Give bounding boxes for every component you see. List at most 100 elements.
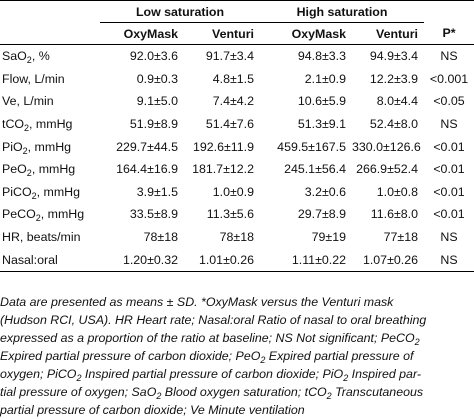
value-cell: 12.2±3.9 [369,71,418,86]
footnote-subscript: 2 [156,391,162,401]
value-cell: 78±18 [143,230,178,245]
table-row: PeCO2, mmHg 33.5±8.9 11.3±5.6 29.7±8.9 11.6±… [0,203,474,226]
p-value-cell: NS [440,49,458,64]
header-blank [0,0,100,23]
footnote-text: Data are presented as means ± SD. *OxyMa… [0,295,394,309]
footnote-text: expressed as a proportion of the ratio a… [0,331,415,345]
table-row: Flow, L/min 0.9±0.3 4.8±1.5 2.1±0.9 12.2±3.9… [0,68,474,91]
row-label-subscript: 2 [22,145,28,156]
value-cell: 3.2±0.6 [304,184,346,199]
value-cell: 1.0±0.8 [376,184,418,199]
footnote-text: tial pressure of oxygen; SaO [0,385,157,399]
row-label: PeO2, mmHg [0,158,100,181]
footnote-text: oxygen; PiCO [0,367,77,381]
value-cell: 459.5±167.5 [277,139,346,154]
value-cell: 11.6±8.0 [370,207,418,222]
row-label: Nasal:oral [0,248,100,272]
value-cell: 330.0±126.6 [352,139,421,154]
table-row: PeO2, mmHg 164.4±16.9 181.7±12.2 245.1±56.4… [0,158,474,181]
value-cell: 7.4±4.2 [212,94,254,109]
footnote-line: oxygen; PiCO2 Inspired partial pressure … [0,365,474,383]
footnote-subscript: 2 [76,373,82,383]
footnote-line: Data are presented as means ± SD. *OxyMa… [0,293,474,311]
value-cell: 10.6±5.9 [297,94,346,109]
row-label-main: PiCO [2,184,32,199]
footnote-text: partial pressure of carbon dioxide; Ve M… [0,403,305,417]
footnote-text: (Hudson RCI, USA). HR Heart rate; Nasal:… [0,313,427,327]
value-cell: 11.3±5.6 [206,207,254,222]
value-cell: 3.9±1.5 [136,184,178,199]
value-cell: 51.3±9.1 [297,117,346,132]
value-cell: 77±18 [383,230,418,245]
row-label-unit: , mmHg [27,139,72,154]
footnote-subscript: 2 [260,355,266,365]
table-row: tCO2, mmHg 51.9±8.9 51.4±7.6 51.3±9.1 52.4±8… [0,113,474,136]
value-cell: 9.1±5.0 [136,94,178,109]
value-cell: 79±19 [311,230,346,245]
footnote-text: Expired partial pressure of [265,349,414,363]
value-cell: 8.0±4.4 [376,94,418,109]
value-cell: 52.4±8.0 [369,117,418,132]
column-header-oxymask-low: OxyMask [100,22,184,45]
row-label: Flow, L/min [0,68,100,91]
column-header-venturi-low: Venturi [184,22,260,45]
column-header-venturi-high: Venturi [352,22,424,45]
footnote-line: (Hudson RCI, USA). HR Heart rate; Nasal:… [0,311,474,329]
footnote-line: tial pressure of oxygen; SaO2 Blood oxyg… [0,383,474,401]
column-header-row: OxyMask Venturi OxyMask Venturi P* [0,22,474,45]
group-header-high-saturation: High saturation [260,0,424,23]
value-cell: 0.9±0.3 [136,71,178,86]
value-cell: 51.4±7.6 [205,117,254,132]
header-blank-p [424,0,474,23]
table-row: HR, beats/min 78±18 78±18 79±19 77±18 NS [0,226,474,249]
value-cell: 229.7±44.5 [116,139,178,154]
table-row: SaO2, % 92.0±3.6 91.7±3.4 94.8±3.3 94.9±3.4 N… [0,45,474,68]
column-header-oxymask-high: OxyMask [260,22,352,45]
value-cell: 33.5±8.9 [129,207,178,222]
row-label: HR, beats/min [0,226,100,249]
value-cell: 29.7±8.9 [297,207,346,222]
row-label-unit: , mmHg [31,162,76,177]
p-value-cell: NS [424,248,474,272]
value-cell: 78±18 [219,230,254,245]
value-cell: 1.0±0.9 [212,184,254,199]
row-label-main: Ve, L/min [2,94,54,109]
value-cell: 181.7±12.2 [192,162,254,177]
p-value-cell: <0.001 [429,71,469,86]
row-label: PiO2, mmHg [0,135,100,158]
p-value-cell: NS [440,117,458,132]
p-value-cell: <0.01 [433,207,465,222]
value-cell: 266.9±52.4 [356,162,418,177]
footnote-line: Expired partial pressure of carbon dioxi… [0,347,474,365]
p-value-cell: <0.01 [433,184,465,199]
table-row: PiCO2, mmHg 3.9±1.5 1.0±0.9 3.2±0.6 1.0±0.8 <… [0,181,474,204]
footnote-subscript: 2 [343,373,349,383]
row-label-unit: , mmHg [40,207,85,222]
row-label-main: PeO [2,162,27,177]
value-cell: 51.9±8.9 [129,117,178,132]
row-label-subscript: 2 [26,168,32,179]
p-value-cell: <0.01 [433,162,465,177]
row-label-unit: , mmHg [29,117,73,132]
row-label-main: Flow, L/min [2,71,65,86]
row-label: Ve, L/min [0,90,100,113]
value-cell: 1.07±0.26 [352,248,424,272]
group-header-low-saturation: Low saturation [100,0,260,23]
footnote-line: expressed as a proportion of the ratio a… [0,329,474,347]
value-cell: 245.1±56.4 [284,162,346,177]
column-header-p-value: P* [424,22,474,45]
header-blank-label [0,22,100,45]
footnote-text: Inspired partial pressure of carbon diox… [81,367,344,381]
footnote-text: Inspired par- [348,367,421,381]
footnote-line: partial pressure of carbon dioxide; Ve M… [0,401,474,419]
results-table: Low saturation High saturation OxyMask V… [0,0,474,272]
value-cell: 94.9±3.4 [369,49,418,64]
row-label-main: Nasal:oral [2,252,58,267]
row-label-subscript: 2 [31,190,37,201]
value-cell: 4.8±1.5 [212,71,254,86]
row-label: PeCO2, mmHg [0,203,100,226]
value-cell: 2.1±0.9 [304,71,346,86]
footnote-text: Expired partial pressure of carbon dioxi… [0,349,261,363]
footnote-text: Blood oxygen saturation; tCO [161,385,327,399]
